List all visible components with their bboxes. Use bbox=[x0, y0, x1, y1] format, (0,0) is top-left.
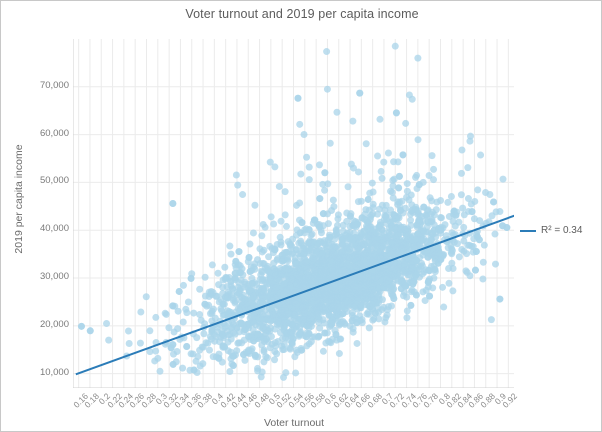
scatter-plot-svg bbox=[73, 39, 514, 388]
x-axis-title: Voter turnout bbox=[263, 417, 325, 429]
y-tick-label: 40,000 bbox=[39, 223, 69, 235]
y-tick-label: 70,000 bbox=[39, 79, 69, 91]
plot-area[interactable] bbox=[73, 39, 514, 388]
legend[interactable]: R² = 0.34 bbox=[520, 225, 582, 236]
y-tick-label: 60,000 bbox=[39, 127, 69, 139]
scatter-points bbox=[77, 42, 511, 381]
y-tick-label: 30,000 bbox=[39, 271, 69, 283]
legend-line-swatch bbox=[520, 229, 536, 232]
chart-title: Voter turnout and 2019 per capita income bbox=[185, 7, 419, 21]
y-tick-label: 10,000 bbox=[39, 366, 69, 378]
y-tick-label: 50,000 bbox=[39, 175, 69, 187]
y-tick-label: 20,000 bbox=[39, 318, 69, 330]
legend-label: R² = 0.34 bbox=[541, 225, 583, 236]
y-axis-tick-labels: 10,000 20,000 30,000 40,000 50,000 60,000 70,0… bbox=[13, 1, 69, 431]
trendline bbox=[75, 214, 514, 376]
